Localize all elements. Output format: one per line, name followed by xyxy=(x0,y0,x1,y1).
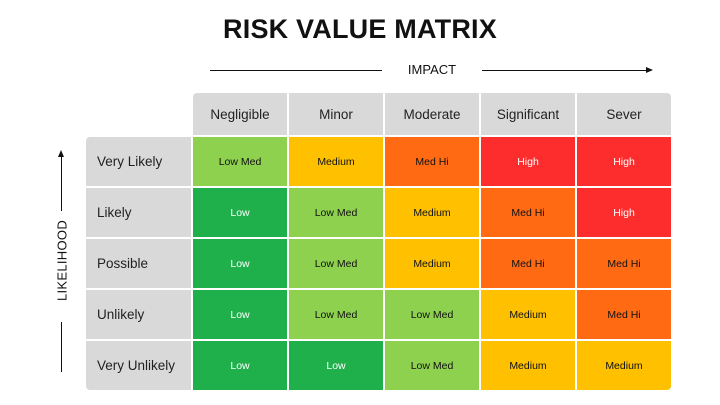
column-header-sever: Sever xyxy=(577,93,671,135)
row-header-likely: Likely xyxy=(86,188,191,237)
likelihood-axis: LIKELIHOOD xyxy=(50,150,74,372)
risk-cell: Low xyxy=(193,188,287,237)
risk-cell: Med Hi xyxy=(577,239,671,288)
risk-cell: Low Med xyxy=(289,239,383,288)
risk-cell: Med Hi xyxy=(481,188,575,237)
risk-cell: Low xyxy=(193,290,287,339)
row-header-very-unlikely: Very Unlikely xyxy=(86,341,191,390)
risk-cell: Medium xyxy=(385,188,479,237)
risk-cell: Low Med xyxy=(193,137,287,186)
risk-cell: High xyxy=(481,137,575,186)
risk-cell: High xyxy=(577,137,671,186)
risk-cell: Low xyxy=(193,239,287,288)
risk-cell: Medium xyxy=(289,137,383,186)
column-header-negligible: Negligible xyxy=(193,93,287,135)
risk-matrix: Negligible Minor Moderate Significant Se… xyxy=(86,93,671,390)
risk-cell: Med Hi xyxy=(385,137,479,186)
likelihood-axis-label: LIKELIHOOD xyxy=(54,219,70,302)
risk-cell: Med Hi xyxy=(481,239,575,288)
risk-cell: Low Med xyxy=(289,188,383,237)
risk-cell: Medium xyxy=(481,341,575,390)
risk-cell: Medium xyxy=(481,290,575,339)
impact-axis-line-right xyxy=(482,70,648,71)
row-header-unlikely: Unlikely xyxy=(86,290,191,339)
impact-axis: IMPACT xyxy=(210,60,655,80)
matrix-corner xyxy=(86,93,191,135)
column-header-minor: Minor xyxy=(289,93,383,135)
column-header-moderate: Moderate xyxy=(385,93,479,135)
likelihood-axis-line-bottom xyxy=(61,322,62,372)
risk-cell: Low xyxy=(289,341,383,390)
risk-cell: Medium xyxy=(577,341,671,390)
impact-axis-line-left xyxy=(210,70,382,71)
page-title: RISK VALUE MATRIX xyxy=(223,14,497,44)
row-header-possible: Possible xyxy=(86,239,191,288)
risk-cell: Med Hi xyxy=(577,290,671,339)
risk-cell: Low Med xyxy=(385,341,479,390)
risk-cell: Low Med xyxy=(385,290,479,339)
column-header-significant: Significant xyxy=(481,93,575,135)
arrow-right-icon xyxy=(646,67,653,73)
impact-axis-label: IMPACT xyxy=(407,62,457,77)
risk-cell: Low xyxy=(193,341,287,390)
likelihood-axis-line-top xyxy=(61,156,62,211)
risk-cell: Low Med xyxy=(289,290,383,339)
arrow-up-icon xyxy=(58,150,64,157)
risk-cell: High xyxy=(577,188,671,237)
risk-cell: Medium xyxy=(385,239,479,288)
row-header-very-likely: Very Likely xyxy=(86,137,191,186)
